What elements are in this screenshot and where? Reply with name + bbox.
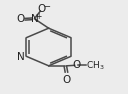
Text: CH$_3$: CH$_3$	[86, 59, 105, 72]
Text: +: +	[35, 12, 42, 21]
Text: O: O	[17, 14, 25, 24]
Text: O: O	[62, 75, 71, 85]
Text: −: −	[43, 2, 50, 11]
Text: O: O	[72, 60, 80, 70]
Text: O: O	[38, 4, 46, 14]
Text: N: N	[31, 14, 38, 24]
Text: N: N	[17, 52, 25, 62]
